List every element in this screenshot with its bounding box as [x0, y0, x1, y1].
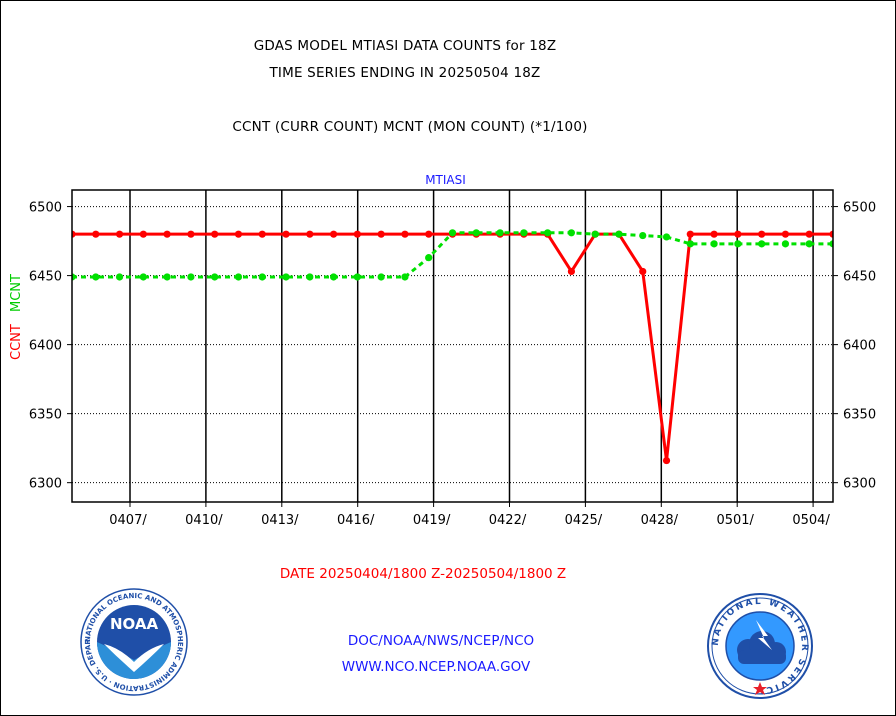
y-tick-label-left: 6350 — [29, 408, 62, 423]
data-point-ccnt — [329, 230, 338, 238]
data-point-ccnt — [734, 230, 742, 238]
data-point-mcnt — [567, 229, 576, 237]
y-axis-label-ccnt: CCNT — [9, 324, 24, 360]
data-point-mcnt — [829, 240, 833, 248]
data-point-ccnt — [781, 230, 790, 238]
x-tick-label: 0419/ — [413, 513, 451, 528]
x-tick-label: 0410/ — [185, 513, 223, 528]
x-tick-label: 0504/ — [792, 513, 830, 528]
data-point-ccnt — [115, 230, 124, 238]
y-tick-label-left: 6300 — [29, 477, 62, 492]
x-tick-label: 0428/ — [641, 513, 679, 528]
date-range-label: DATE 20250404/1800 Z-20250504/1800 Z — [279, 566, 567, 582]
x-tick-label: 0413/ — [261, 513, 299, 528]
data-point-mcnt — [282, 273, 290, 281]
data-point-mcnt — [139, 273, 147, 281]
data-point-mcnt — [758, 240, 766, 248]
data-point-ccnt — [92, 230, 100, 238]
y-tick-label-right: 6350 — [843, 408, 876, 423]
y-tick-label-right: 6400 — [843, 339, 876, 354]
data-point-ccnt — [306, 230, 314, 238]
line-chart: 6300 6300 6350 6350 6400 6400 6450 6450 6500 6500… — [9, 173, 876, 528]
y-axis-label-mcnt: MCNT — [9, 274, 24, 312]
data-point-ccnt — [72, 230, 76, 238]
data-point-mcnt — [234, 273, 243, 281]
data-point-mcnt — [306, 273, 314, 281]
data-point-mcnt — [401, 273, 409, 281]
chart-subtitle: CCNT (CURR COUNT) MCNT (MON COUNT) (*1/1… — [232, 119, 588, 135]
data-point-mcnt — [353, 273, 361, 281]
noaa-seal-icon: NATIONAL OCEANIC AND ATMOSPHERIC ADMINIS… — [80, 588, 188, 696]
data-point-mcnt — [686, 240, 694, 248]
x-tick-label: 0501/ — [716, 513, 754, 528]
data-point-ccnt — [211, 230, 219, 238]
noaa-logo-text: NOAA — [110, 615, 159, 633]
data-point-ccnt — [686, 230, 694, 238]
series-line-mcnt — [72, 231, 833, 279]
data-point-mcnt — [329, 273, 338, 281]
data-point-mcnt — [448, 229, 457, 237]
x-tick-label: 0425/ — [565, 513, 603, 528]
data-point-mcnt — [258, 273, 266, 281]
data-point-ccnt — [139, 230, 147, 238]
noaa-bird-icon — [104, 644, 164, 672]
data-point-mcnt — [639, 231, 647, 240]
data-point-ccnt — [425, 230, 433, 238]
y-tick-label-right: 6500 — [843, 201, 876, 216]
data-point-mcnt — [662, 233, 671, 241]
data-point-ccnt — [258, 230, 266, 238]
data-point-ccnt — [639, 267, 647, 276]
data-point-ccnt — [377, 230, 385, 238]
data-point-mcnt — [472, 229, 480, 237]
data-point-ccnt — [829, 230, 833, 238]
data-point-mcnt — [520, 229, 528, 237]
chart-title-line1: GDAS MODEL MTIASI DATA COUNTS for 18Z — [253, 38, 557, 54]
series-line-ccnt — [72, 232, 833, 461]
data-point-ccnt — [805, 230, 813, 238]
y-tick-label-left: 6500 — [29, 201, 62, 216]
data-point-ccnt — [187, 230, 195, 238]
data-point-mcnt — [805, 240, 813, 248]
data-point-mcnt — [163, 273, 171, 281]
data-point-mcnt — [211, 273, 219, 281]
data-point-mcnt — [615, 230, 623, 238]
x-tick-label: 0416/ — [337, 513, 375, 528]
website-link[interactable]: WWW.NCO.NCEP.NOAA.GOV — [341, 659, 531, 675]
data-point-mcnt — [734, 240, 742, 248]
x-tick-label: 0407/ — [109, 513, 147, 528]
data-point-mcnt — [591, 230, 599, 238]
data-point-ccnt — [163, 230, 171, 238]
y-tick-label-right: 6450 — [843, 270, 876, 285]
data-point-mcnt — [496, 229, 504, 237]
org-path-link[interactable]: DOC/NOAA/NWS/NCEP/NCO — [347, 633, 535, 649]
data-point-mcnt — [92, 273, 100, 281]
data-point-mcnt — [115, 273, 124, 281]
data-point-ccnt — [401, 230, 409, 238]
data-point-ccnt — [567, 267, 576, 276]
data-point-mcnt — [425, 254, 433, 262]
plot-area-border — [71, 189, 834, 503]
plot-title: MTIASI — [425, 173, 466, 187]
chart-title-line2: TIME SERIES ENDING IN 20250504 18Z — [269, 65, 541, 81]
y-axis-label-group: CCNT MCNT — [9, 274, 24, 360]
data-point-ccnt — [353, 230, 361, 238]
y-tick-label-right: 6300 — [843, 477, 876, 492]
data-point-mcnt — [544, 229, 552, 237]
data-point-mcnt — [187, 273, 195, 281]
x-tick-label: 0422/ — [489, 513, 527, 528]
data-point-mcnt — [710, 240, 718, 248]
y-tick-label-left: 6450 — [29, 270, 62, 285]
data-point-ccnt — [710, 230, 718, 238]
y-tick-label-left: 6400 — [29, 339, 62, 354]
data-point-mcnt — [377, 273, 385, 281]
data-point-ccnt — [234, 230, 243, 238]
data-point-mcnt — [72, 273, 76, 281]
data-point-ccnt — [758, 230, 766, 238]
data-point-ccnt — [282, 230, 290, 238]
data-point-ccnt — [662, 456, 671, 465]
national-weather-service-icon: NATIONAL WEATHER SERVICE — [707, 593, 813, 699]
nws-lightning-icon — [756, 620, 772, 650]
data-point-mcnt — [781, 240, 790, 248]
nws-star-icon — [753, 682, 767, 695]
